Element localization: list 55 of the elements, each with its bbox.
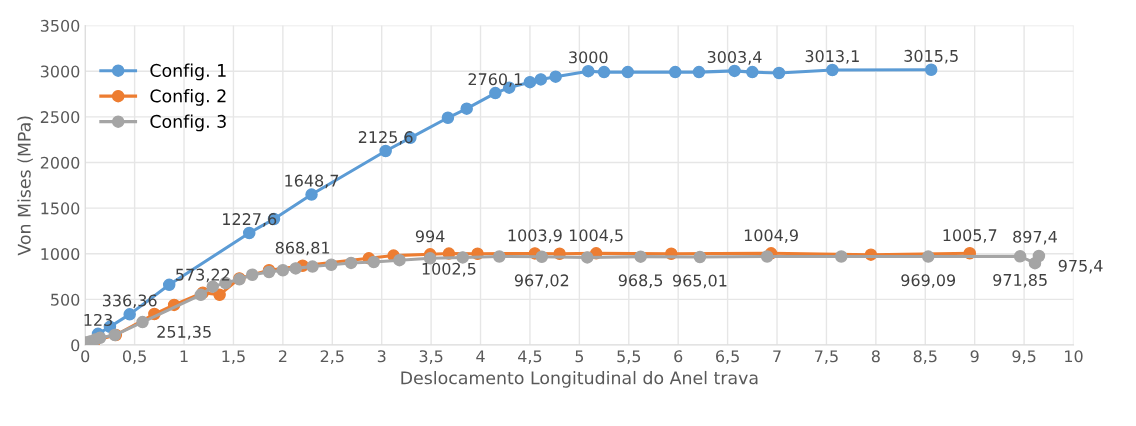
y-tick-label: 1000 bbox=[41, 247, 80, 261]
data-label: 1004,5 bbox=[569, 229, 623, 243]
y-tick-label: 0 bbox=[71, 339, 80, 352]
x-tick-label: 8 bbox=[871, 350, 880, 363]
data-label: 3013,1 bbox=[805, 50, 859, 64]
data-label: 2760,1 bbox=[468, 73, 522, 87]
x-tick-label: 7,5 bbox=[815, 350, 838, 364]
data-label: 251,35 bbox=[157, 325, 211, 340]
data-label: 868,81 bbox=[275, 241, 330, 256]
x-tick-label: 3,5 bbox=[419, 350, 443, 364]
legend-label: Config. 2 bbox=[150, 89, 226, 106]
x-tick-label: 5 bbox=[575, 350, 584, 363]
x-tick-label: 6 bbox=[674, 350, 683, 363]
data-label: 3003,4 bbox=[707, 50, 762, 65]
y-tick-label: 3000 bbox=[40, 65, 80, 78]
data-label: 975,4 bbox=[1058, 259, 1103, 274]
data-label: 3015,5 bbox=[904, 49, 958, 64]
y-axis-title: Von Mises (MPa) bbox=[17, 116, 33, 256]
x-tick-label: 6,5 bbox=[716, 350, 739, 364]
x-tick-label: 2,5 bbox=[320, 350, 344, 364]
y-tick-label: 3500 bbox=[40, 19, 80, 32]
data-label: 1003,9 bbox=[508, 229, 562, 244]
x-tick-label: 5,5 bbox=[617, 350, 641, 364]
data-label: 965,01 bbox=[673, 274, 727, 289]
y-tick-label: 2000 bbox=[40, 156, 80, 169]
x-tick-label: 7 bbox=[773, 350, 781, 363]
x-tick-label: 0,5 bbox=[122, 350, 146, 364]
data-label: 897,4 bbox=[1013, 230, 1057, 245]
x-tick-label: 1 bbox=[180, 350, 188, 363]
data-label: 994 bbox=[415, 230, 445, 243]
y-tick-label: 500 bbox=[51, 293, 80, 306]
x-tick-label: 8,5 bbox=[913, 350, 937, 364]
x-tick-label: 2 bbox=[278, 350, 287, 363]
data-label: 1005,7 bbox=[943, 229, 997, 243]
x-tick-label: 1,5 bbox=[222, 350, 245, 364]
data-label: 3000 bbox=[569, 51, 608, 64]
x-tick-label: 10 bbox=[1065, 350, 1083, 363]
x-tick-label: 0 bbox=[81, 350, 90, 363]
x-tick-label: 4,5 bbox=[518, 350, 542, 364]
y-tick-label: 2500 bbox=[40, 111, 80, 124]
x-tick-label: 9,5 bbox=[1012, 350, 1036, 364]
x-tick-label: 3 bbox=[377, 350, 386, 363]
legend-label: Config. 3 bbox=[150, 114, 226, 132]
legend-label: Config. 1 bbox=[150, 63, 226, 81]
data-label: 971,85 bbox=[993, 273, 1047, 288]
data-label: 1002,5 bbox=[422, 262, 476, 277]
x-tick-label: 9 bbox=[970, 350, 979, 363]
data-label: 967,02 bbox=[514, 274, 569, 289]
data-label: 968,5 bbox=[618, 274, 663, 288]
data-label: 123 bbox=[84, 313, 113, 326]
x-tick-label: 4 bbox=[476, 350, 485, 363]
data-label: 1004,9 bbox=[744, 229, 798, 243]
x-axis-title: Deslocamento Longitudinal do Anel trava bbox=[401, 370, 758, 388]
data-label: 969,09 bbox=[901, 274, 956, 288]
y-tick-label: 1500 bbox=[41, 202, 80, 215]
